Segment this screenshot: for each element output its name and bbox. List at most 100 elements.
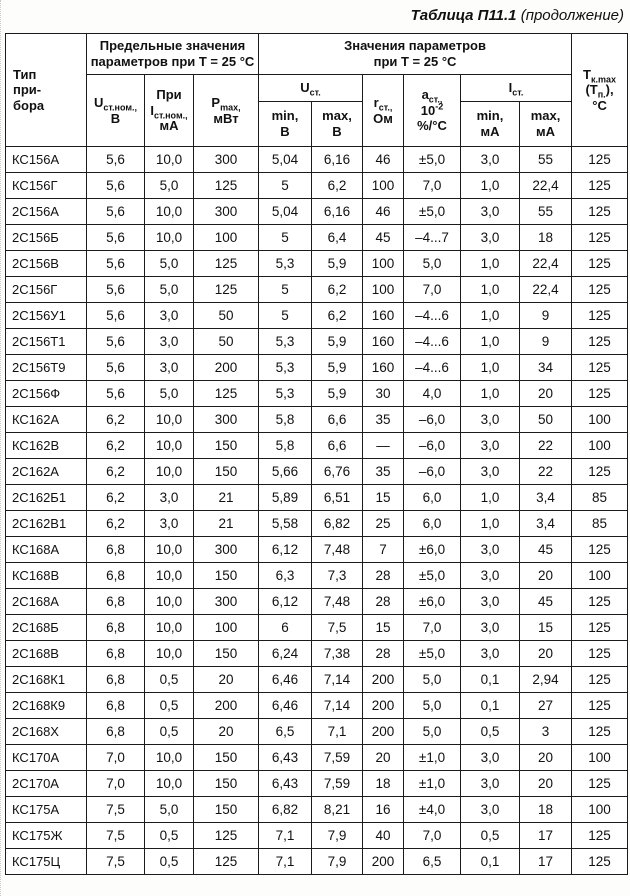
table-row: 2С168В 6,8 10,0 150 6,24 7,38 28 ±5,0 3,0 20 125 [5, 640, 629, 667]
value-cell: 6,0 [403, 484, 461, 511]
value-cell: 100 [362, 276, 404, 303]
header-text: U [94, 94, 104, 110]
table-row: КС156А 5,6 10,0 300 5,04 6,16 46 ±5,0 3,0 55 125 [5, 146, 629, 173]
value-cell: 6,8 [86, 666, 145, 693]
table-row: КС168В 6,8 10,0 150 6,3 7,3 28 ±5,0 3,0 20 100 [5, 562, 629, 589]
value-cell: 10,0 [144, 146, 194, 173]
value-cell: 7,5 [86, 822, 145, 849]
value-cell: ±1,0 [403, 744, 461, 771]
device-type-cell: КС168В [5, 562, 87, 589]
value-cell: 125 [571, 198, 629, 225]
table-row: 2С156Ф 5,6 5,0 125 5,3 5,9 30 4,0 1,0 20 125 [5, 380, 629, 407]
value-cell: –6,0 [403, 458, 461, 485]
value-cell: 5,0 [144, 276, 194, 303]
device-type-cell: 2С156Г [5, 276, 87, 303]
value-cell: 3,0 [144, 484, 194, 511]
value-cell: 1,0 [460, 510, 520, 537]
table-row: КС175Ц 7,5 0,5 125 7,1 7,9 200 6,5 0,1 17 125 [5, 848, 629, 875]
device-type-cell: 2С168В [5, 640, 87, 667]
device-type-cell: 2С168К1 [5, 666, 87, 693]
header-text: В [332, 124, 342, 139]
header-text: a [421, 87, 429, 103]
value-cell: 6,2 [86, 510, 145, 537]
value-cell: 5,0 [144, 250, 194, 277]
value-cell: 7 [362, 536, 404, 563]
value-cell: 0,5 [144, 822, 194, 849]
value-cell: 1,0 [460, 172, 520, 199]
value-cell: 6,8 [86, 536, 145, 563]
value-cell: 3,4 [518, 510, 573, 537]
value-cell: 3,0 [460, 146, 520, 173]
value-cell: 6,8 [86, 718, 145, 745]
value-cell: 300 [193, 198, 259, 225]
value-cell: 100 [571, 406, 629, 433]
value-cell: 5,3 [258, 380, 312, 407]
value-cell: 6,2 [86, 406, 145, 433]
value-cell: 25 [362, 510, 404, 537]
value-cell: 22 [518, 432, 573, 459]
value-cell: 5,9 [311, 354, 363, 381]
header-subscript: ст., [428, 94, 443, 105]
value-cell: 85 [571, 510, 629, 537]
value-cell: 5,0 [403, 250, 461, 277]
value-cell: 3 [518, 718, 573, 745]
value-cell: 3,0 [460, 224, 520, 251]
value-cell: 100 [571, 562, 629, 589]
header-text: I [508, 80, 513, 96]
col-header-i-nom: При Iст.ном., мА [144, 74, 194, 147]
value-cell: 125 [571, 224, 629, 251]
value-cell: 5,6 [86, 380, 145, 407]
value-cell: 35 [362, 406, 404, 433]
value-cell: 16 [362, 796, 404, 823]
col-header-i-min: min, мА [460, 101, 520, 147]
device-type-cell: 2С156Т9 [5, 354, 87, 381]
parameters-table: Тип при- бора Предельные значения параме… [5, 33, 629, 875]
value-cell: 3,0 [460, 770, 520, 797]
value-cell: 5,6 [86, 328, 145, 355]
table-row: 2С168А 6,8 10,0 300 6,12 7,48 28 ±6,0 3,0 45 125 [5, 588, 629, 615]
value-cell: 7,1 [258, 848, 312, 875]
value-cell: 150 [193, 770, 259, 797]
value-cell: 125 [193, 380, 259, 407]
value-cell: 7,14 [311, 692, 363, 719]
value-cell: 3,0 [460, 562, 520, 589]
value-cell: 5,9 [311, 328, 363, 355]
header-text: 10 [420, 102, 436, 118]
device-type-cell: 2С156Ф [5, 380, 87, 407]
value-cell: 200 [193, 692, 259, 719]
value-cell: 9 [518, 328, 573, 355]
value-cell: 17 [518, 848, 573, 875]
value-cell: 6,2 [86, 432, 145, 459]
value-cell: 20 [193, 718, 259, 745]
value-cell: 7,9 [311, 822, 363, 849]
value-cell: 200 [362, 848, 404, 875]
device-type-cell: 2С156А [5, 198, 87, 225]
value-cell: 46 [362, 198, 404, 225]
table-row: 2С156У1 5,6 3,0 50 5 6,2 160 –4...6 1,0 9 125 [5, 302, 629, 329]
value-cell: ±6,0 [403, 588, 461, 615]
value-cell: 5,3 [258, 250, 312, 277]
value-cell: 150 [193, 796, 259, 823]
value-cell: 100 [193, 224, 259, 251]
value-cell: 21 [193, 484, 259, 511]
header-text: U [300, 80, 310, 96]
table-row: КС168А 6,8 10,0 300 6,12 7,48 7 ±6,0 3,0 45 125 [5, 536, 629, 563]
value-cell: 100 [571, 432, 629, 459]
value-cell: 0,1 [460, 666, 520, 693]
header-superscript: -2 [435, 101, 444, 112]
value-cell: 20 [518, 380, 573, 407]
value-cell: 3,0 [460, 614, 520, 641]
device-type-cell: 2С168А [5, 588, 87, 615]
value-cell: 100 [571, 744, 629, 771]
value-cell: 7,5 [86, 848, 145, 875]
header-text: ), [605, 82, 614, 98]
value-cell: 3,0 [144, 328, 194, 355]
value-cell: 22,4 [518, 250, 573, 277]
value-cell: 0,5 [144, 692, 194, 719]
value-cell: 5,6 [86, 250, 145, 277]
value-cell: 21 [193, 510, 259, 537]
value-cell: 7,59 [311, 744, 363, 771]
header-subscript: к.max [591, 74, 617, 85]
value-cell: 5,6 [86, 172, 145, 199]
header-text: параметров при Т = 25 °С [90, 54, 255, 69]
